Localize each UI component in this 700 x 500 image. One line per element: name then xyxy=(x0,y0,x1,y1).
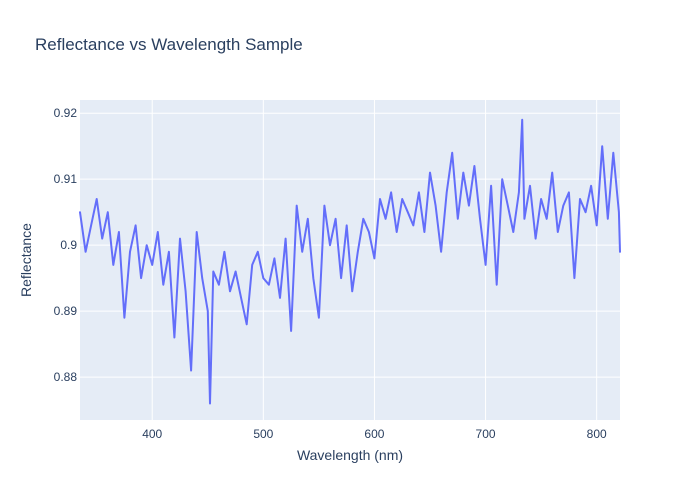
y-tick-labels: 0.88 0.89 0.9 0.91 0.92 xyxy=(54,106,78,384)
y-gridlines xyxy=(80,112,620,378)
x-axis-title: Wavelength (nm) xyxy=(297,447,403,463)
x-tick-label: 800 xyxy=(587,427,607,441)
y-tick-label: 0.88 xyxy=(54,370,78,384)
series-layer xyxy=(79,118,621,405)
y-tick-label: 0.9 xyxy=(60,238,77,252)
series-line-reflectance xyxy=(79,118,621,405)
y-tick-label: 0.91 xyxy=(54,172,78,186)
x-tick-label: 500 xyxy=(253,427,273,441)
x-tick-label: 600 xyxy=(364,427,384,441)
chart-title: Reflectance vs Wavelength Sample xyxy=(35,35,303,54)
y-axis-title: Reflectance xyxy=(18,223,34,297)
x-tick-label: 400 xyxy=(142,427,162,441)
x-tick-labels: 400 500 600 700 800 xyxy=(142,427,607,441)
y-tick-label: 0.92 xyxy=(54,106,78,120)
y-tick-label: 0.89 xyxy=(54,304,78,318)
x-tick-label: 700 xyxy=(476,427,496,441)
